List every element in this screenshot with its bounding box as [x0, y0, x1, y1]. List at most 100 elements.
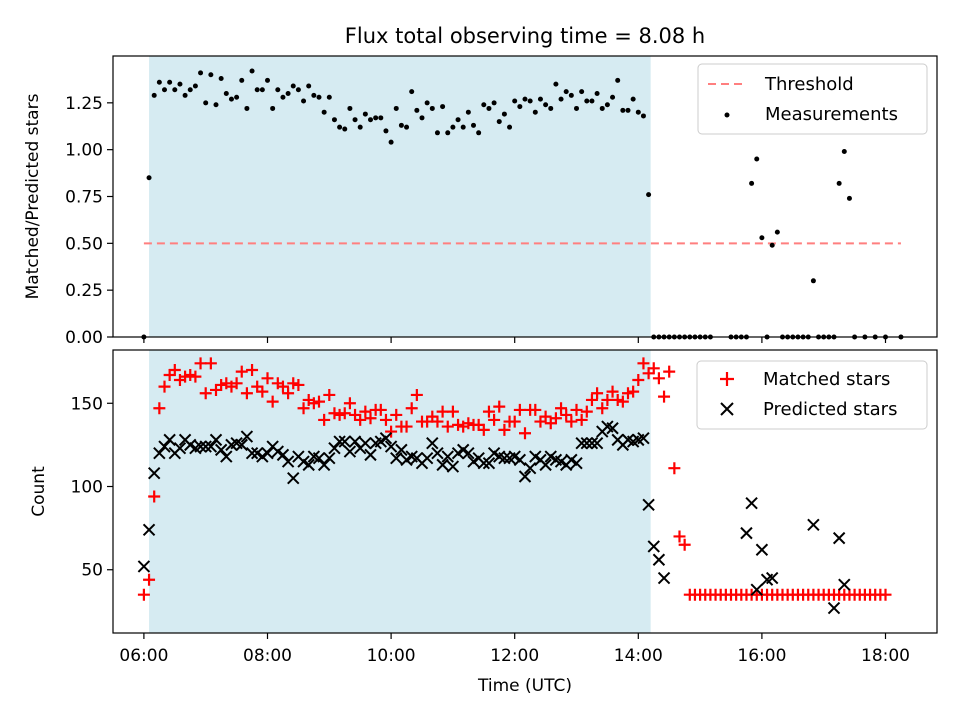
measurement-point	[584, 98, 590, 104]
predicted-star-point	[147, 466, 161, 480]
measurement-point	[414, 107, 420, 113]
predicted-star-point	[323, 451, 336, 465]
matched-star-point	[622, 387, 634, 400]
predicted-star-point	[755, 543, 769, 556]
matched-star-point	[328, 407, 341, 420]
matched-star-point	[374, 403, 387, 416]
predicted-star-point	[204, 440, 218, 453]
matched-star-point	[240, 387, 253, 400]
measurement-point	[192, 83, 198, 89]
measurement-point	[285, 90, 291, 96]
measurement-point	[440, 104, 446, 110]
measurement-point	[352, 117, 358, 123]
matched-star-point	[493, 400, 506, 413]
predicted-star-point	[750, 583, 763, 596]
measurement-point	[223, 90, 229, 96]
measurement-point	[481, 102, 487, 108]
matched-star-point	[611, 393, 624, 406]
top-panel: 0.00 0.25 0.50 0.75 1.00 1.25 Matched/Predict…	[23, 55, 938, 348]
measurement-point	[398, 122, 404, 128]
measurement-point	[419, 115, 425, 121]
measurement-point	[378, 115, 384, 121]
measurement-point	[151, 92, 157, 98]
matched-star-point	[143, 573, 156, 586]
matched-star-point	[508, 415, 521, 428]
matched-star-point	[318, 413, 331, 426]
measurement-point	[213, 102, 219, 108]
predicted-star-point	[498, 451, 511, 465]
matched-star-point	[575, 413, 588, 426]
measurement-point	[208, 72, 214, 78]
predicted-star-point	[312, 451, 326, 465]
matched-star-point	[297, 402, 310, 415]
matched-star-point	[230, 377, 243, 390]
measurement-point	[404, 124, 410, 130]
predicted-star-point	[390, 451, 403, 465]
predicted-star-point	[364, 448, 377, 462]
matched-star-point	[307, 397, 320, 410]
measurement-point	[769, 242, 775, 248]
matched-star-point	[513, 403, 526, 416]
measurement-point	[646, 192, 652, 198]
top-y-axis-label: Matched/Predicted stars	[23, 93, 43, 299]
measurement-point	[321, 109, 327, 115]
matched-star-point	[632, 373, 645, 386]
matched-star-point	[276, 380, 289, 393]
matched-star-point	[364, 412, 377, 425]
predicted-star-point	[431, 447, 444, 460]
predicted-star-point	[199, 440, 212, 453]
predicted-star-point	[338, 435, 351, 448]
measurement-point	[162, 87, 167, 93]
matched-star-point	[879, 588, 892, 601]
predicted-star-point	[137, 560, 151, 573]
measurement-point	[275, 87, 281, 93]
matched-star-point	[596, 402, 609, 415]
measurement-point	[507, 124, 513, 130]
top-y-tick-label: 0.25	[65, 281, 103, 301]
bottom-panel: 50 100 150 06:00 08:00 10:00 12:00 14:00 16:00 18…	[29, 349, 938, 696]
predicted-star-point	[652, 553, 666, 566]
predicted-star-point	[302, 458, 315, 472]
measurement-point	[558, 96, 564, 102]
predicted-star-point	[163, 433, 176, 447]
matched-star-point	[400, 420, 413, 433]
predicted-star-point	[240, 430, 254, 443]
measurement-point	[393, 105, 399, 111]
predicted-star-point	[214, 443, 228, 457]
predicted-star-point	[317, 458, 331, 472]
matched-star-point	[405, 402, 418, 415]
predicted-star-point	[807, 518, 820, 532]
measurement-point	[630, 96, 636, 102]
predicted-star-point	[348, 435, 362, 448]
measurement-point	[265, 77, 270, 83]
measurement-point	[203, 100, 209, 106]
measurement-point	[471, 122, 476, 128]
measurement-point	[749, 180, 755, 186]
measurement-point	[434, 130, 440, 136]
matched-star-point	[313, 395, 325, 408]
matched-star-point	[343, 397, 356, 410]
measurement-point	[301, 98, 307, 104]
bottom-y-tick-label: 100	[71, 478, 103, 498]
matched-star-point	[565, 415, 578, 428]
predicted-star-point	[539, 458, 552, 472]
legend-measurements-swatch	[724, 112, 730, 118]
matched-star-point	[246, 363, 259, 376]
predicted-star-point	[637, 432, 650, 445]
measurement-point	[522, 96, 528, 102]
bottom-observing-window-shade	[149, 350, 651, 633]
measurement-point	[527, 98, 533, 104]
top-y-tick-label: 0.00	[65, 328, 103, 348]
x-tick-label: 18:00	[861, 646, 910, 666]
predicted-star-point	[209, 433, 223, 447]
predicted-star-point	[642, 498, 655, 512]
matched-star-point	[663, 365, 676, 378]
measurement-point	[295, 87, 301, 93]
measurement-point	[409, 89, 415, 95]
predicted-star-point	[384, 440, 398, 453]
matched-star-point	[431, 415, 444, 428]
measurement-point	[579, 89, 585, 95]
measurement-point	[316, 94, 322, 100]
measurement-point	[810, 278, 816, 284]
